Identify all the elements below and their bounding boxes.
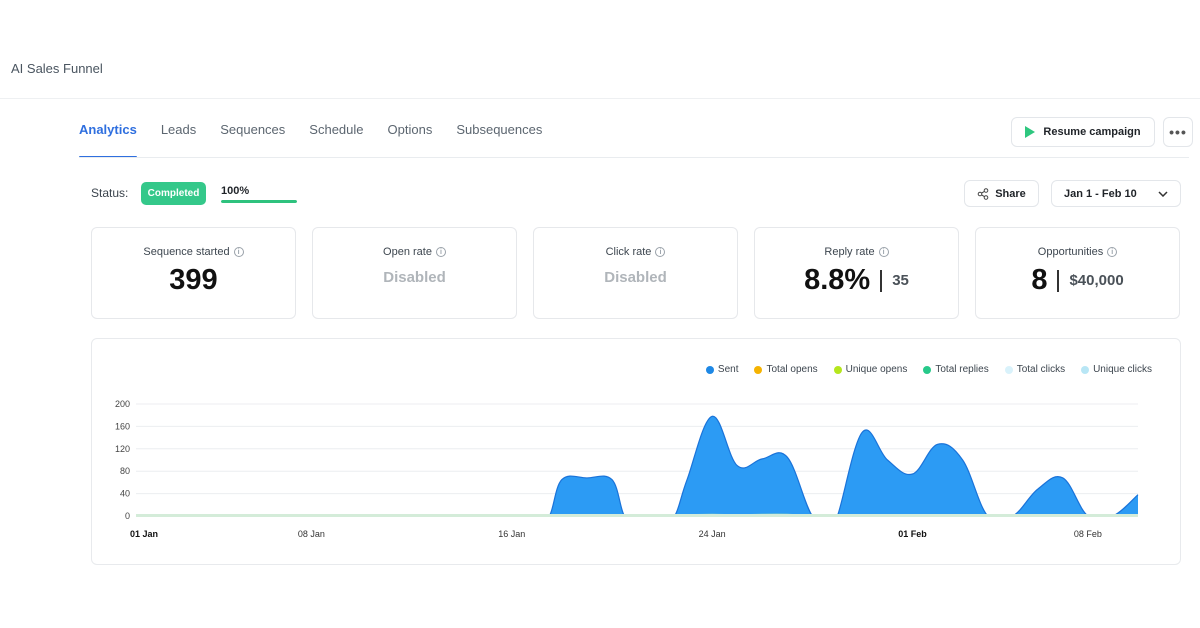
card-click-rate: Click rate i Disabled	[533, 227, 738, 319]
legend-item[interactable]: Total clicks	[1004, 364, 1066, 375]
x-tick-label: 01 Feb	[898, 529, 927, 539]
chart-baseline	[136, 514, 1138, 517]
card-title: Sequence started	[143, 246, 230, 258]
card-title: Open rate	[383, 246, 432, 258]
status-label: Status:	[91, 186, 129, 200]
card-subvalue: $40,000	[1069, 272, 1124, 289]
card-title: Opportunities	[1037, 246, 1104, 258]
y-tick-label: 160	[115, 421, 130, 431]
legend-label: Total opens	[766, 364, 818, 375]
tab-schedule[interactable]: Schedule	[309, 122, 364, 137]
more-options-button[interactable]: •••	[1163, 117, 1193, 147]
legend-dot	[754, 365, 763, 374]
y-tick-label: 0	[125, 511, 130, 521]
y-tick-label: 40	[120, 489, 130, 499]
card-value: 8	[1031, 264, 1048, 296]
legend-dot	[1081, 365, 1090, 374]
info-icon[interactable]: i	[435, 247, 446, 257]
tabs-divider	[79, 157, 1189, 158]
legend-item[interactable]: Total replies	[923, 364, 989, 375]
card-opportunities: Opportunities i 8 $40,000	[975, 227, 1180, 319]
legend-dot	[705, 365, 714, 374]
play-icon	[1025, 126, 1036, 138]
card-title: Reply rate	[824, 246, 875, 258]
legend-item[interactable]: Total opens	[754, 364, 818, 375]
legend-dot	[923, 365, 932, 374]
tab-bar: Analytics Leads Sequences Schedule Optio…	[79, 112, 566, 158]
chevron-down-icon	[1158, 190, 1168, 197]
series-line-sent	[135, 415, 1139, 517]
legend-label: Total clicks	[1016, 364, 1066, 375]
x-tick-label: 24 Jan	[699, 529, 726, 539]
chart-legend: Sent Total opens Unique opens Total replies…	[705, 364, 1152, 375]
card-sequence-started: Sequence started i 399	[91, 227, 296, 319]
app-title: AI Sales Funnel	[11, 61, 103, 76]
analytics-chart-panel: Sent Total opens Unique opens Total replies…	[91, 338, 1181, 565]
analytics-chart: 0 40 80 120 160 200 01 Jan 08 Jan 16 Jan 24 Jan 01…	[115, 399, 1139, 539]
card-reply-rate: Reply rate i 8.8% 35	[754, 227, 959, 319]
x-tick-label: 16 Jan	[498, 529, 525, 539]
tab-subsequences[interactable]: Subsequences	[456, 122, 543, 137]
resume-campaign-label: Resume campaign	[1043, 126, 1141, 138]
legend-item[interactable]: Unique opens	[833, 364, 908, 375]
card-title: Click rate	[605, 246, 652, 258]
card-separator	[1057, 269, 1060, 292]
resume-campaign-button[interactable]: Resume campaign	[1011, 117, 1155, 147]
header-divider	[0, 98, 1200, 99]
card-value: 8.8%	[804, 264, 871, 296]
x-tick-label: 08 Feb	[1074, 529, 1102, 539]
y-tick-label: 80	[120, 466, 130, 476]
legend-label: Unique opens	[845, 364, 908, 375]
legend-dot	[1004, 365, 1013, 374]
card-value: Disabled	[383, 269, 446, 286]
x-tick-label: 08 Jan	[298, 529, 325, 539]
y-tick-label: 120	[115, 444, 130, 454]
date-range-select[interactable]: Jan 1 - Feb 10	[1051, 180, 1181, 207]
tab-analytics[interactable]: Analytics	[79, 112, 137, 158]
legend-label: Unique clicks	[1093, 364, 1152, 375]
series-area-sent	[136, 416, 1138, 516]
card-subvalue: 35	[892, 272, 909, 289]
progress-bar	[221, 200, 297, 203]
share-button[interactable]: Share	[964, 180, 1039, 207]
card-value: 399	[169, 264, 218, 296]
legend-item[interactable]: Unique clicks	[1081, 364, 1152, 375]
card-open-rate: Open rate i Disabled	[312, 227, 517, 319]
share-label: Share	[995, 187, 1026, 200]
date-range-value: Jan 1 - Feb 10	[1064, 187, 1137, 200]
y-tick-label: 200	[115, 399, 130, 409]
card-separator	[880, 269, 883, 292]
card-value: Disabled	[604, 269, 667, 286]
tab-sequences[interactable]: Sequences	[220, 122, 286, 137]
info-icon[interactable]: i	[878, 247, 889, 257]
status-badge: Completed	[141, 182, 206, 205]
share-icon	[977, 187, 989, 200]
legend-item[interactable]: Sent	[705, 364, 739, 375]
legend-dot	[833, 365, 842, 374]
info-icon[interactable]: i	[233, 247, 244, 257]
info-icon[interactable]: i	[1107, 247, 1118, 257]
progress-label: 100%	[221, 185, 250, 197]
tab-options[interactable]: Options	[387, 122, 433, 137]
tab-leads[interactable]: Leads	[160, 122, 197, 137]
x-tick-label: 01 Jan	[130, 529, 158, 539]
legend-label: Sent	[717, 364, 739, 375]
legend-label: Total replies	[935, 364, 989, 375]
progress-fill	[221, 200, 297, 203]
info-icon[interactable]: i	[655, 247, 666, 257]
